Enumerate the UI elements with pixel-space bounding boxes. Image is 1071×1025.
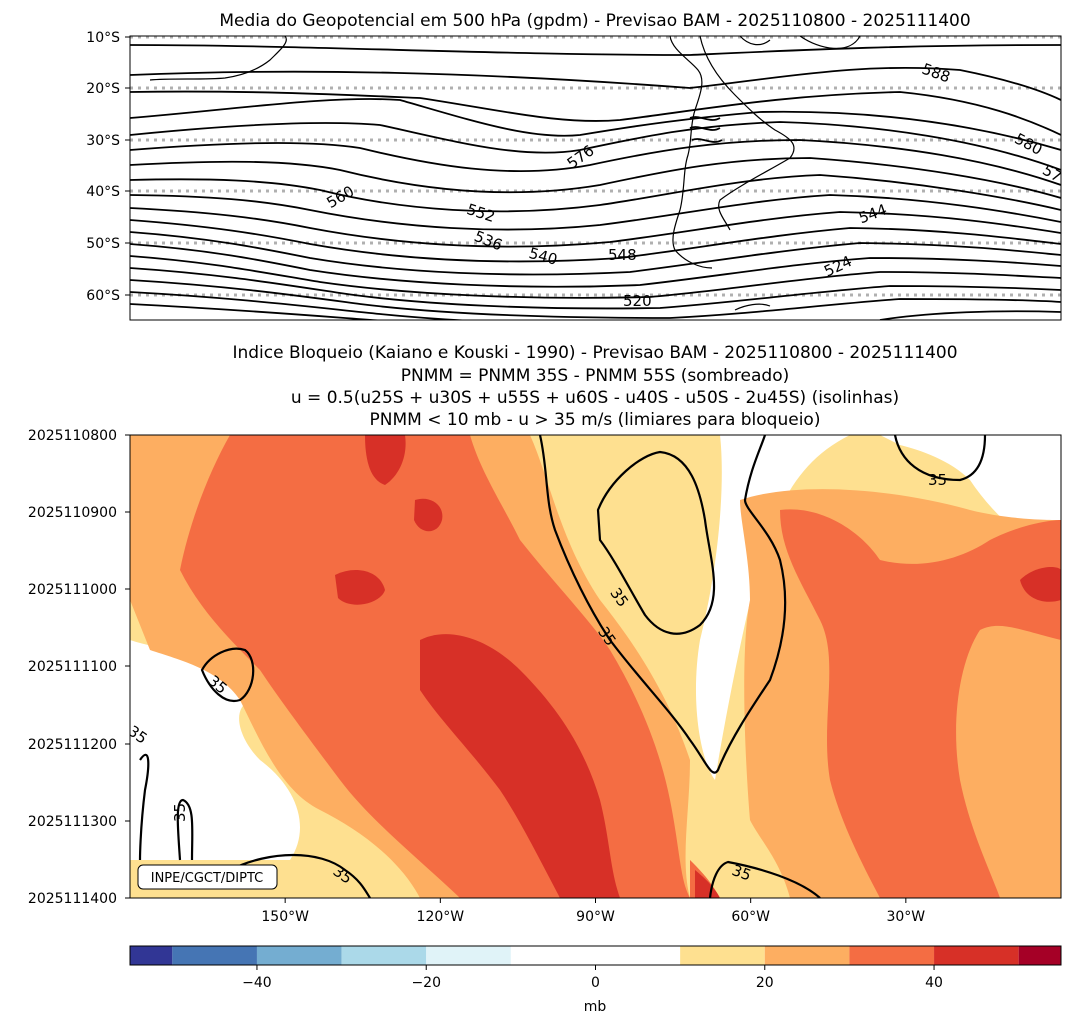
colorbar-label: mb [584,999,607,1015]
isoline-label: 35 [730,861,754,884]
colorbar-segment [426,946,511,965]
bottom-title-line: PNMM = PNMM 35S - PNMM 55S (sombreado) [401,366,790,386]
colorbar-segment [1018,946,1061,965]
y-tick-label: 2025111400 [28,891,117,907]
isoline-label: 35 [171,803,189,822]
y-tick-label: 20°S [86,81,120,97]
x-tick-label: 120°W [417,909,465,925]
contour-label: 548 [608,246,637,264]
colorbar-tick-label: −20 [411,975,441,991]
shading-red [335,435,1061,898]
y-tick-label: 2025110900 [28,505,117,521]
watermark: INPE/CGCT/DIPTC [151,871,263,886]
x-tick-label: 150°W [261,909,309,925]
colorbar-segment [680,946,765,965]
bottom-x-axis: 150°W 120°W 90°W 60°W 30°W [261,898,925,925]
bottom-panel: 35 35 85 35 35 35 35 35 35 INPE/CGCT/DIP… [130,435,1061,898]
colorbar [129,945,1062,966]
y-tick-label: 2025111200 [28,737,117,753]
geopotential-contours [130,44,1061,320]
u-isolines [138,435,987,898]
x-tick-label: 30°W [886,909,925,925]
colorbar-segment [256,946,342,965]
colorbar-tick-label: 20 [756,975,774,991]
isoline-label: 35 [928,471,947,489]
bottom-title-line: Indice Bloqueio (Kaiano e Kouski - 1990)… [232,343,957,363]
bottom-title-line: PNMM < 10 mb - u > 35 m/s (limiares para… [370,410,821,430]
x-tick-label: 60°W [731,909,770,925]
y-tick-label: 30°S [86,133,120,149]
colorbar-tick-label: 40 [925,975,943,991]
colorbar-segment [934,946,1019,965]
y-tick-label: 50°S [86,236,120,252]
colorbar-tick-label: 0 [591,975,600,991]
colorbar-segment [849,946,935,965]
y-tick-label: 40°S [86,184,120,200]
top-panel: 588 580 57 576 560 552 536 540 548 544 5… [130,36,1061,320]
colorbar-segment [130,946,173,965]
colorbar-segment [341,946,427,965]
top-panel-title: Media do Geopotencial em 500 hPa (gpdm) … [219,11,970,31]
y-tick-label: 2025111100 [28,659,117,675]
y-tick-label: 2025111000 [28,582,117,598]
colorbar-ticks: −40 −20 0 20 40 [242,965,943,991]
y-tick-label: 2025110800 [28,428,117,444]
bottom-panel-title: Indice Bloqueio (Kaiano e Kouski - 1990)… [232,343,957,430]
colorbar-segment [510,946,681,965]
watermark-box: INPE/CGCT/DIPTC [137,864,278,890]
x-tick-label: 90°W [576,909,615,925]
contour-label: 520 [623,292,652,310]
colorbar-segment [172,946,257,965]
colorbar-segment [764,946,850,965]
y-tick-label: 10°S [86,30,120,46]
top-y-axis: 10°S 20°S 30°S 40°S 50°S 60°S [86,30,130,304]
bottom-y-axis: 2025110800 2025110900 2025111000 2025111… [28,428,130,907]
y-tick-label: 60°S [86,288,120,304]
bottom-title-line: u = 0.5(u25S + u30S + u55S + u60S - u40S… [291,388,899,408]
y-tick-label: 2025111300 [28,814,117,830]
colorbar-tick-label: −40 [242,975,272,991]
top-panel-frame [129,35,1062,321]
